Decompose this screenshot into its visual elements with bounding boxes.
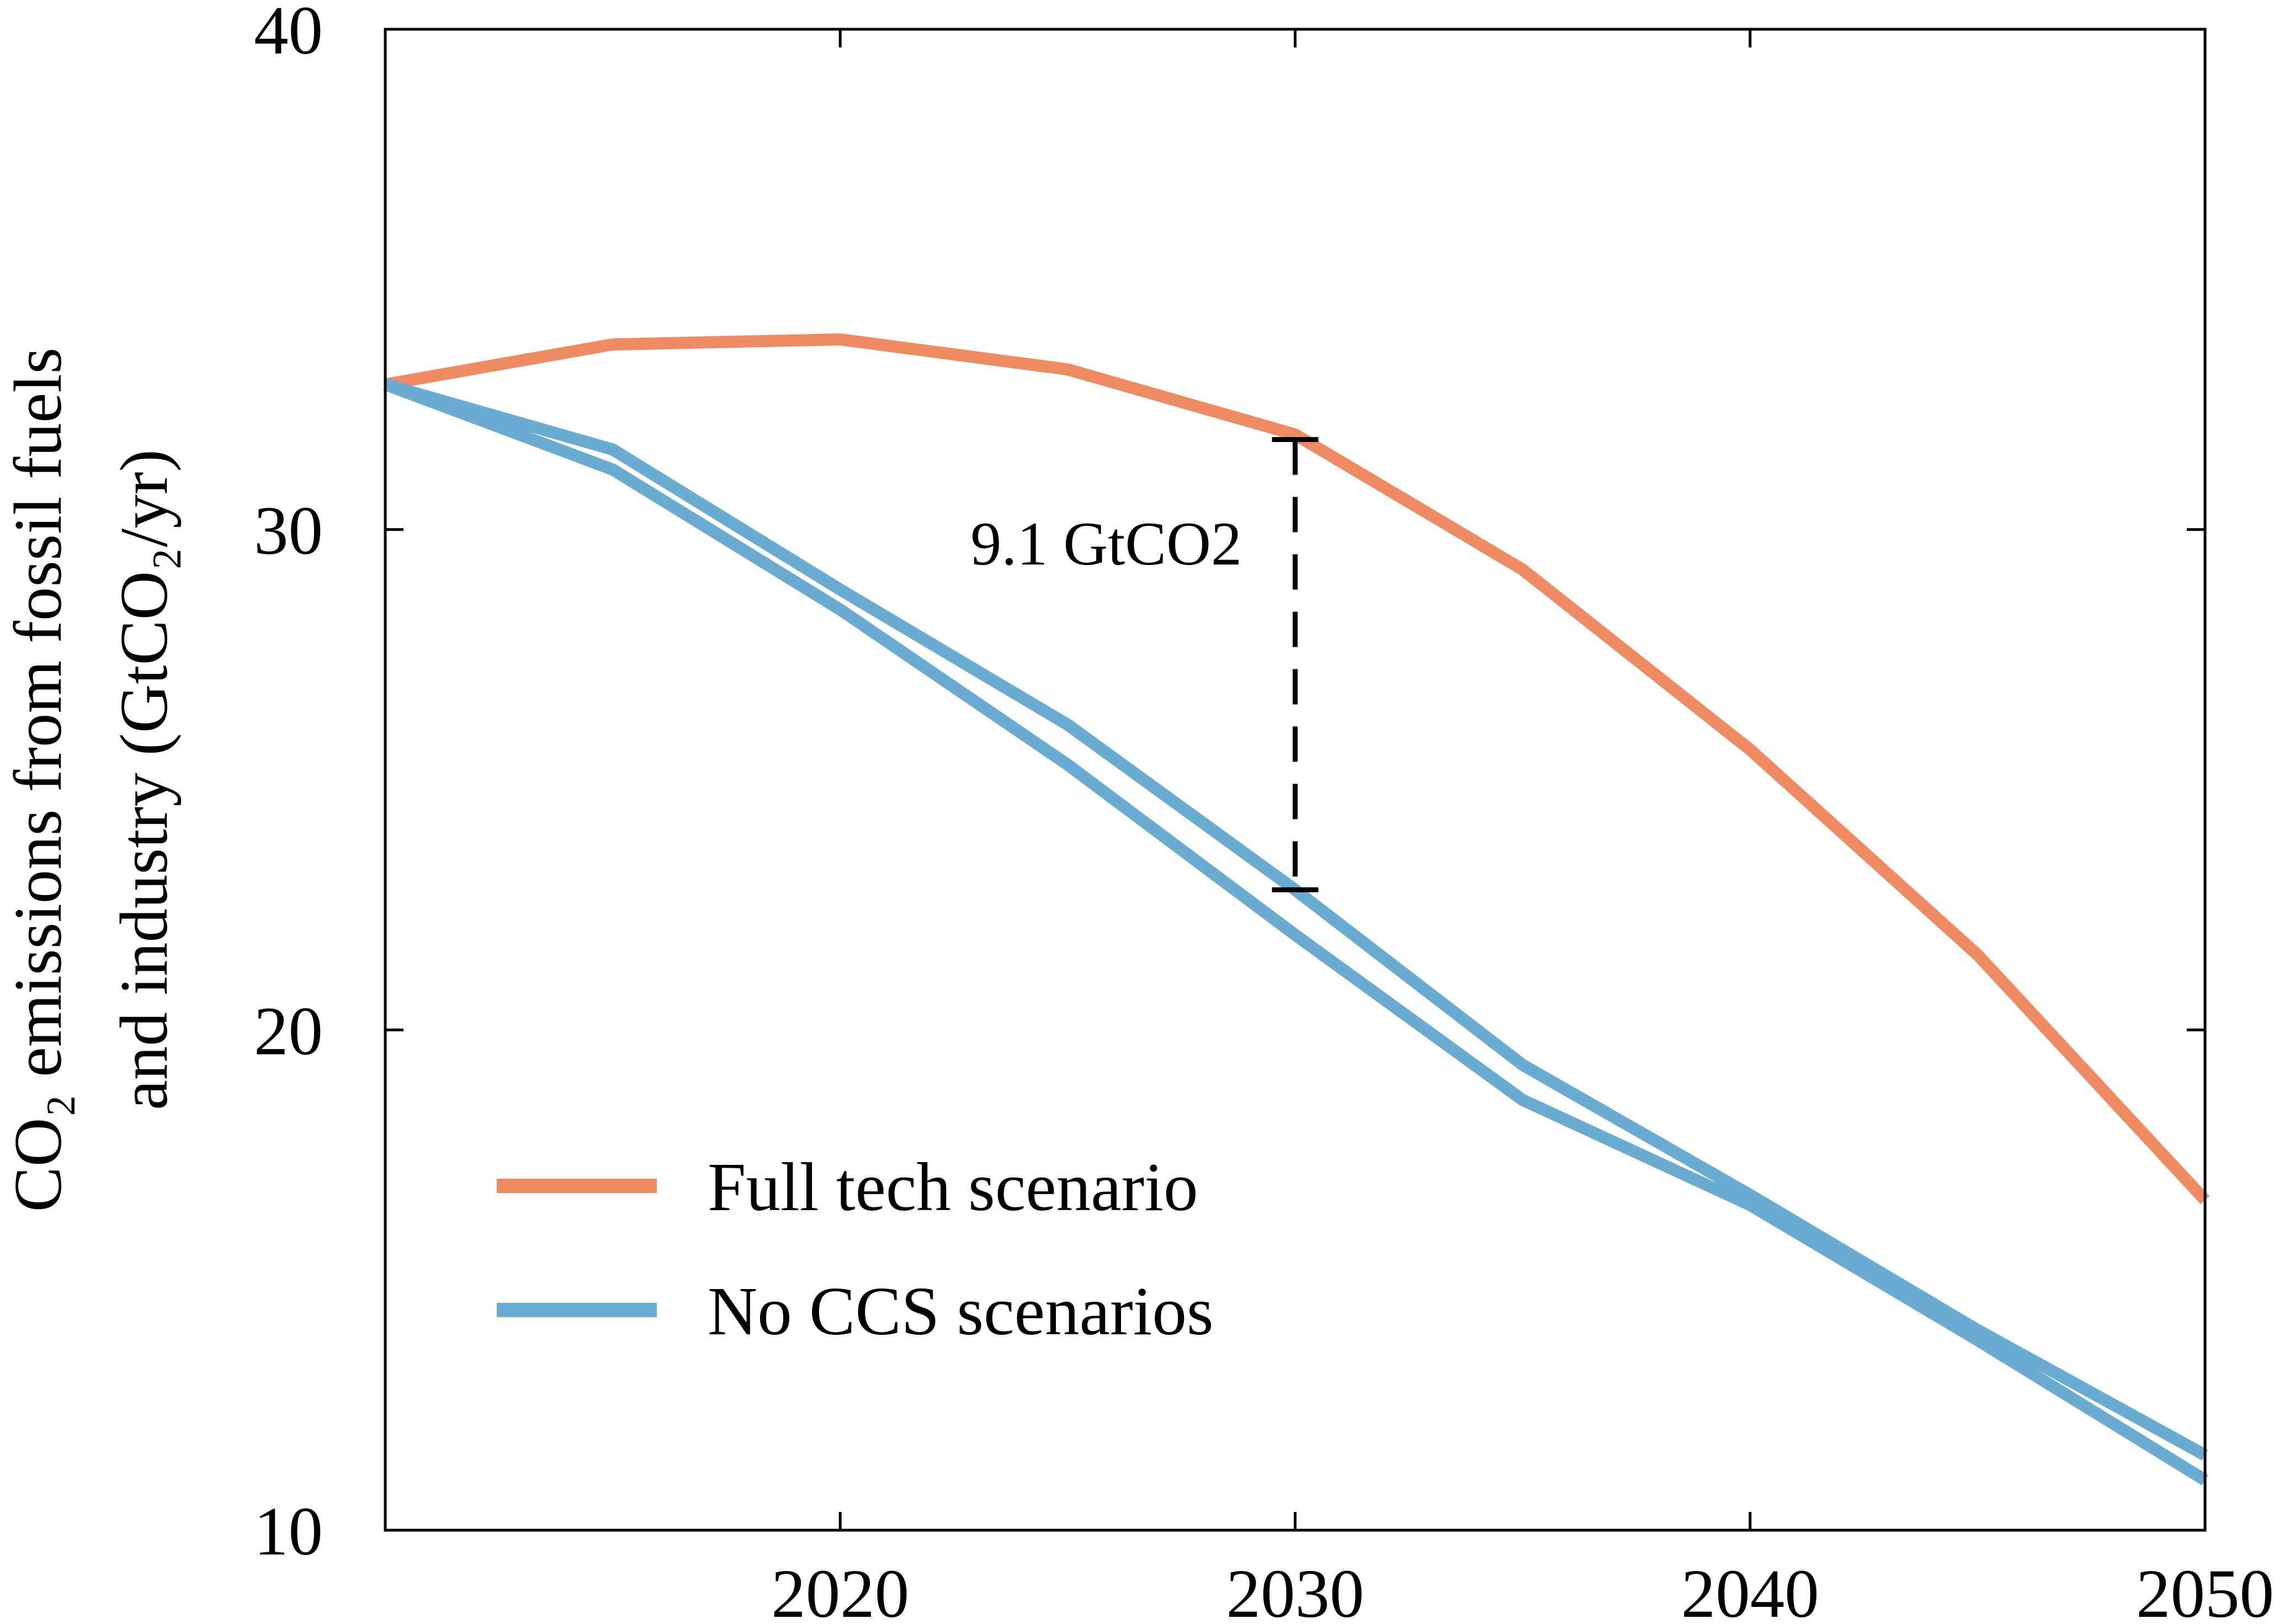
legend-label-no-ccs: No CCS scenarios [708, 1274, 1214, 1350]
legend-label-full-tech: Full tech scenario [708, 1149, 1198, 1226]
x-tick-label: 2040 [1681, 1556, 1819, 1624]
difference-label: 9.1 GtCO2 [970, 510, 1242, 578]
y-axis-label-line1: CO₂ emissions from fossil fuels [0, 348, 76, 1212]
y-axis-label-line2: and industry (GtCO₂/yr) [106, 449, 182, 1110]
y-tick-label: 40 [254, 0, 323, 69]
difference-annotation: 9.1 GtCO2 [970, 436, 1319, 892]
x-tick-label: 2020 [771, 1556, 909, 1624]
y-tick-label: 30 [254, 493, 323, 569]
y-tick-label: 10 [254, 1494, 323, 1570]
legend: Full tech scenario No CCS scenarios [497, 1149, 1214, 1350]
series-line-full-0 [384, 333, 2210, 1205]
y-tick-label: 20 [254, 993, 323, 1069]
x-tick-label: 2030 [1226, 1556, 1364, 1624]
series-line-noccs-2 [383, 379, 2208, 1485]
x-tick-label: 2050 [2136, 1556, 2274, 1624]
